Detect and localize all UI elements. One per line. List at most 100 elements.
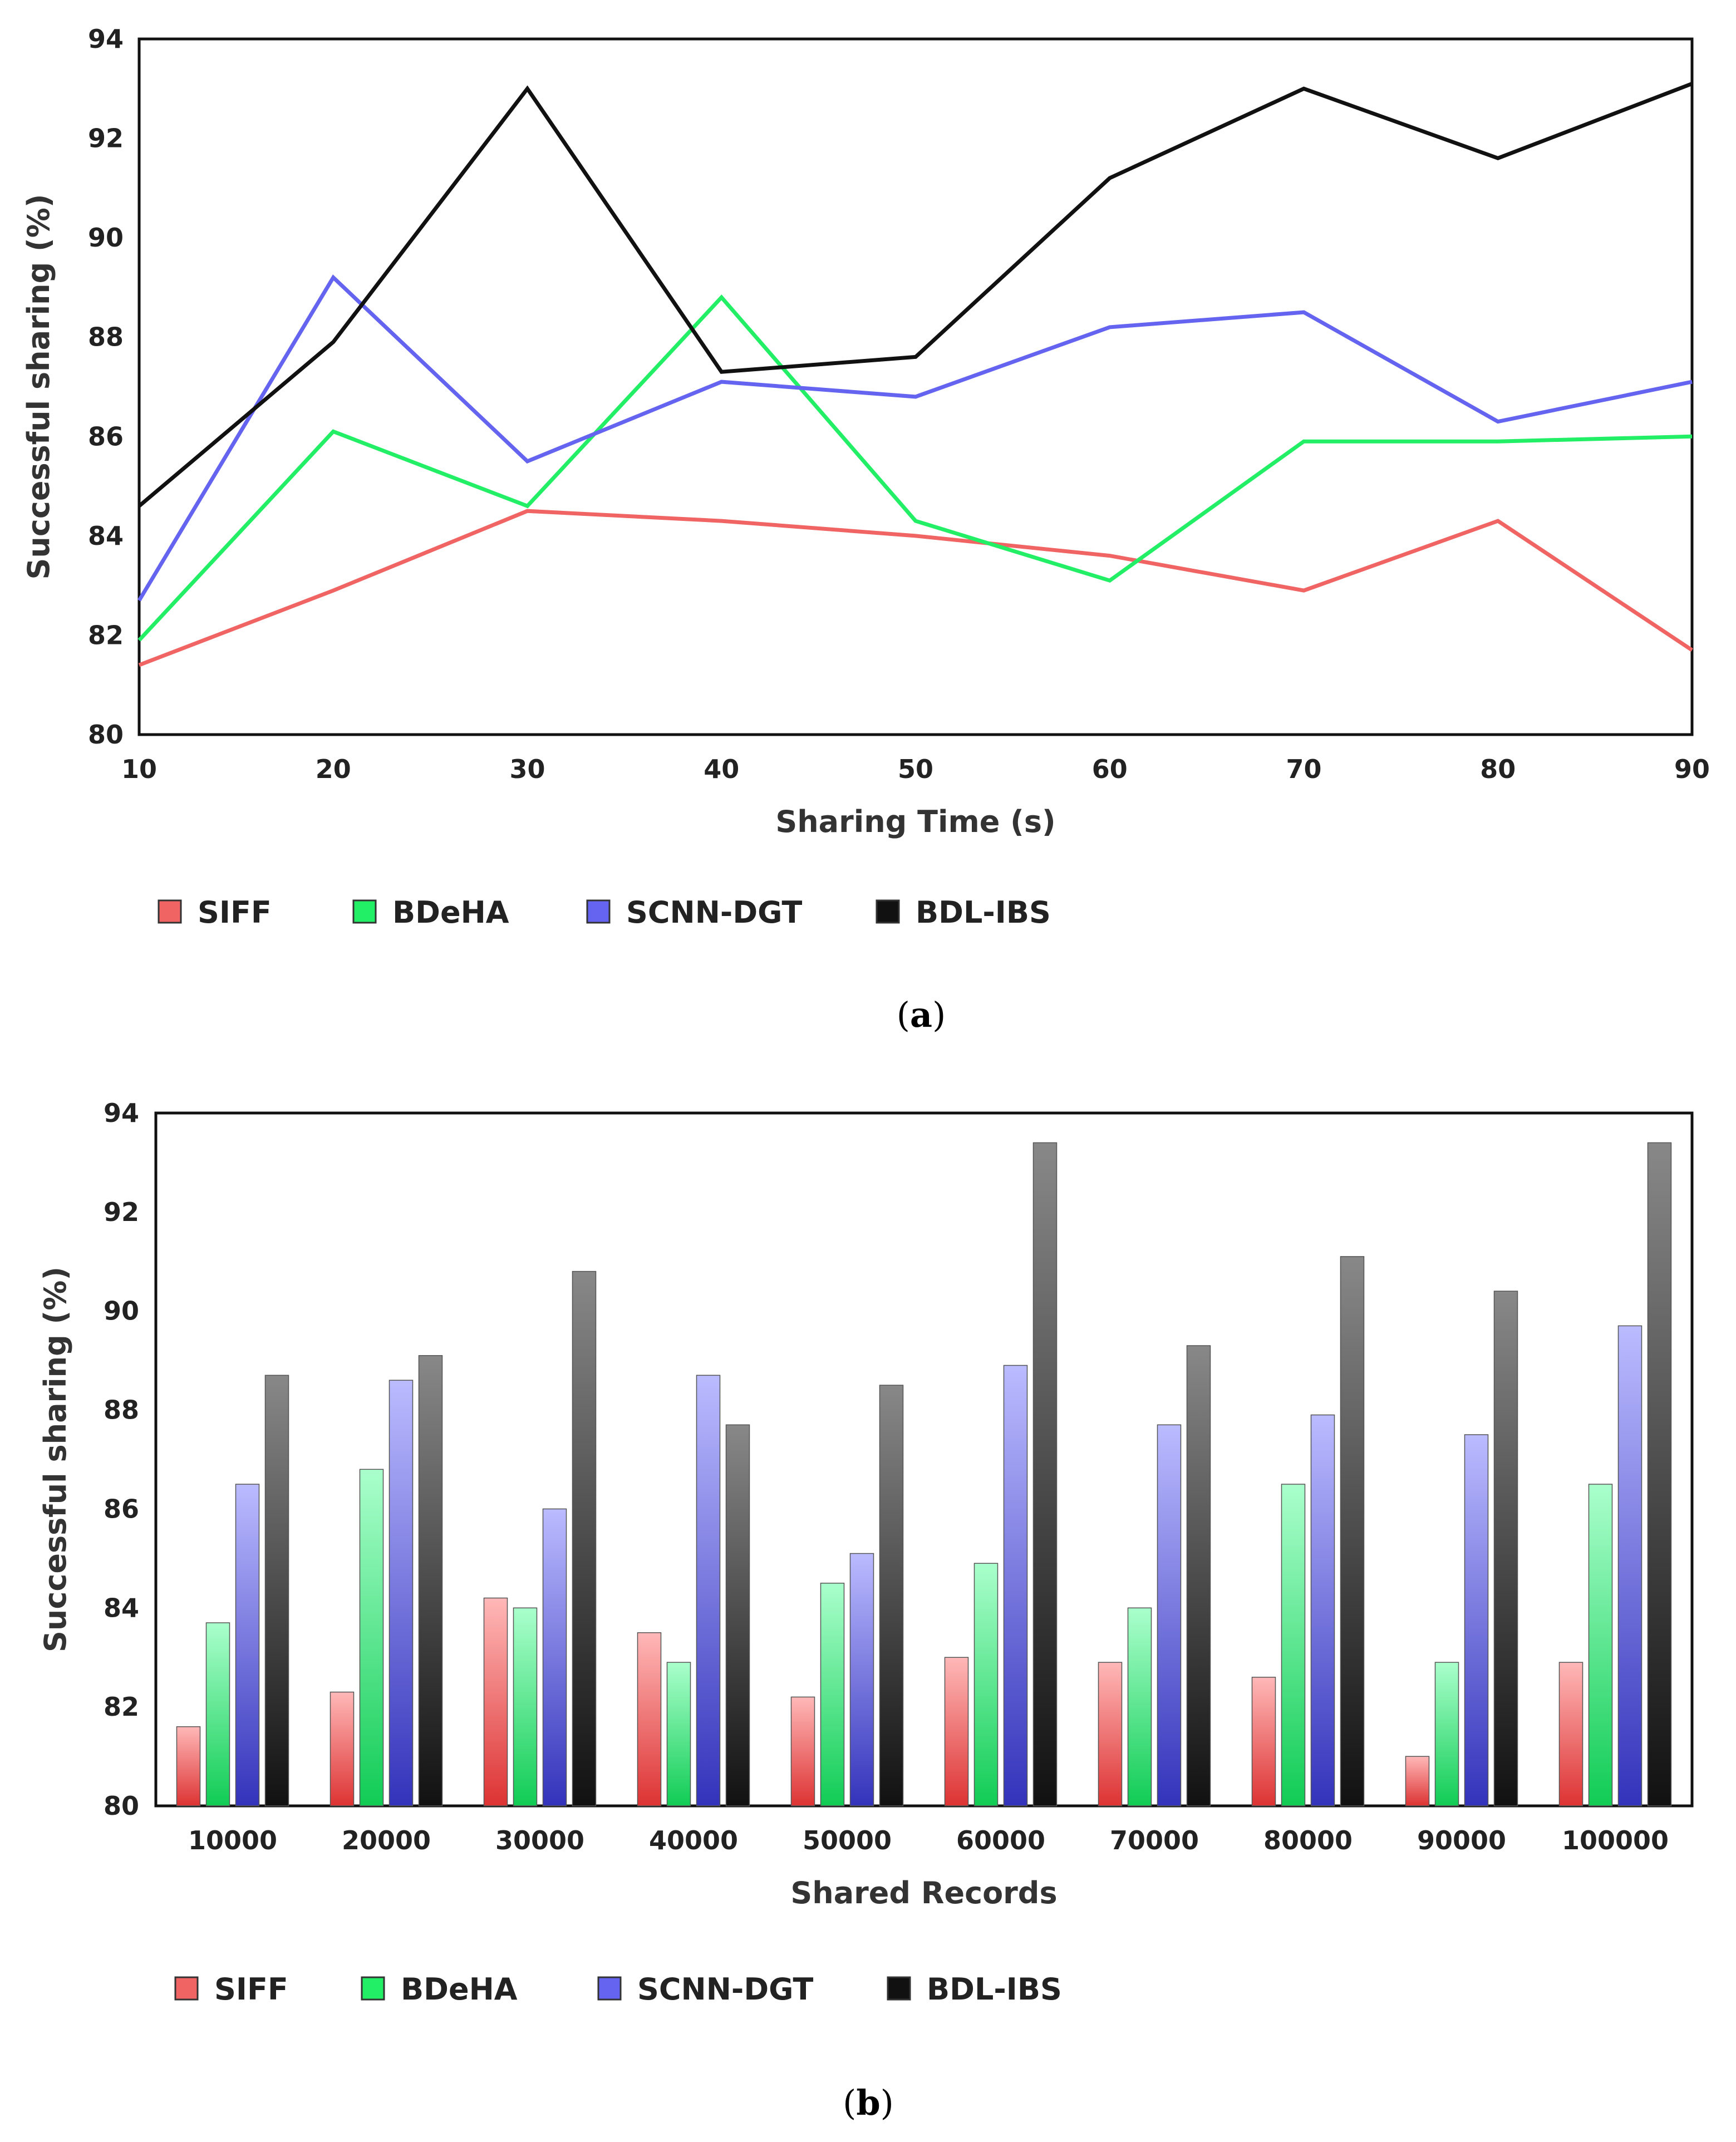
bar-bdl-ibs-100000 [1647, 1142, 1672, 1806]
bar-chart-x-tick-label: 50000 [803, 1825, 892, 1855]
bar-siff-30000 [483, 1597, 508, 1806]
line-chart-x-tick-label: 50 [898, 754, 933, 784]
bar-siff-60000 [944, 1657, 969, 1806]
line-series-siff [138, 509, 1693, 667]
bar-bdeha-70000 [1127, 1607, 1152, 1806]
bar-siff-100000 [1558, 1662, 1583, 1806]
bar-chart-x-tick-label: 30000 [495, 1825, 584, 1855]
bar-siff-10000 [176, 1726, 201, 1806]
bar-chart-bars-group [176, 1142, 1672, 1806]
legend-swatch [597, 1976, 622, 2001]
legend-label: BDL-IBS [916, 895, 1051, 930]
line-chart-x-tick-label: 90 [1674, 754, 1710, 784]
bar-chart-x-tick-label: 40000 [649, 1825, 738, 1855]
legend-item-bdl-ibs: BDL-IBS [887, 1972, 1062, 2007]
legend-swatch [586, 899, 611, 924]
bar-bdeha-100000 [1588, 1484, 1613, 1806]
bar-bdeha-50000 [820, 1583, 845, 1806]
bar-chart-y-tick-label: 84 [104, 1593, 139, 1623]
bar-bdl-ibs-50000 [879, 1385, 904, 1806]
legend-label: SIFF [214, 1972, 288, 2007]
bar-scnn-dgt-100000 [1617, 1325, 1642, 1806]
line-chart-x-tick-label: 20 [316, 754, 351, 784]
bar-bdeha-60000 [973, 1563, 999, 1806]
line-chart-legend: SIFF BDeHA SCNN-DGT BDL-IBS [158, 895, 1051, 930]
line-series-bdl-ibs [137, 82, 1693, 508]
line-chart-x-axis-title: Sharing Time (s) [775, 804, 1055, 839]
line-chart-y-tick-label: 90 [88, 223, 124, 253]
bar-chart-x-tick-label: 60000 [956, 1825, 1045, 1855]
bar-bdl-ibs-30000 [572, 1271, 597, 1806]
bar-bdl-ibs-40000 [725, 1424, 750, 1806]
line-chart-x-tick-label: 70 [1286, 754, 1321, 784]
legend-item-scnn-dgt: SCNN-DGT [597, 1972, 814, 2007]
bar-chart-y-tick-label: 80 [104, 1791, 139, 1821]
line-chart-caption-letter: a [910, 994, 932, 1035]
bar-scnn-dgt-40000 [696, 1375, 721, 1806]
bar-chart-y-tick-label: 90 [104, 1296, 139, 1326]
line-chart-x-tick-label: 80 [1480, 754, 1516, 784]
bar-chart-y-tick-label: 94 [104, 1098, 139, 1128]
bar-chart-caption: (b) [843, 2082, 894, 2123]
bar-chart-x-tick-label: 90000 [1417, 1825, 1506, 1855]
bar-siff-20000 [330, 1691, 355, 1806]
bar-bdeha-20000 [359, 1469, 384, 1806]
line-chart-x-tick-label: 40 [704, 754, 739, 784]
legend-item-siff: SIFF [174, 1972, 288, 2007]
bar-chart-x-tick-label: 20000 [342, 1825, 431, 1855]
bar-siff-40000 [637, 1632, 662, 1806]
bar-chart-x-axis-title: Shared Records [790, 1875, 1057, 1910]
legend-label: BDeHA [392, 895, 509, 930]
bar-bdeha-90000 [1434, 1662, 1459, 1806]
bar-chart-y-tick-label: 86 [104, 1494, 139, 1524]
bar-chart-x-tick-label: 70000 [1110, 1825, 1199, 1855]
bar-chart-plot-frame [154, 1111, 1694, 1808]
legend-swatch [887, 1976, 911, 2001]
bar-bdl-ibs-90000 [1493, 1291, 1518, 1806]
line-chart-x-tick-label: 30 [509, 754, 545, 784]
legend-item-bdeha: BDeHA [361, 1972, 518, 2007]
legend-label: SCNN-DGT [626, 895, 803, 930]
bar-chart-x-tick-label: 80000 [1263, 1825, 1353, 1855]
legend-swatch [174, 1976, 199, 2001]
line-chart-x-tick-label: 60 [1092, 754, 1128, 784]
legend-item-bdeha: BDeHA [352, 895, 509, 930]
line-chart-series-group [137, 82, 1693, 667]
bar-chart-y-tick-label: 82 [104, 1692, 139, 1722]
bar-scnn-dgt-80000 [1310, 1414, 1335, 1806]
bar-bdl-ibs-70000 [1186, 1345, 1211, 1806]
bar-siff-80000 [1251, 1677, 1276, 1806]
legend-label: BDeHA [401, 1972, 518, 2007]
bar-bdeha-10000 [205, 1622, 230, 1806]
bar-chart-x-ticks: 10000 20000 30000 40000 50000 60000 70000 80000… [188, 1825, 1669, 1855]
line-chart-x-tick-label: 10 [121, 754, 157, 784]
line-chart-y-tick-label: 80 [88, 720, 124, 750]
legend-swatch [158, 899, 182, 924]
bar-bdeha-40000 [666, 1662, 691, 1806]
legend-item-siff: SIFF [158, 895, 272, 930]
bar-scnn-dgt-20000 [388, 1380, 414, 1806]
line-chart-y-ticks: 80 82 84 86 88 90 92 94 [88, 24, 124, 750]
bar-chart-x-tick-label: 10000 [188, 1825, 277, 1855]
legend-swatch [352, 899, 377, 924]
bar-chart-y-axis-title: Successful sharing (%) [38, 1267, 73, 1652]
bar-siff-70000 [1098, 1662, 1123, 1806]
bar-bdl-ibs-20000 [418, 1355, 443, 1806]
bar-chart-y-tick-label: 92 [104, 1197, 139, 1227]
bar-scnn-dgt-50000 [849, 1553, 874, 1806]
bar-bdl-ibs-60000 [1032, 1142, 1058, 1806]
legend-swatch [361, 1976, 385, 2001]
legend-label: SCNN-DGT [637, 1972, 814, 2007]
legend-label: BDL-IBS [927, 1972, 1062, 2007]
line-chart-caption: (a) [897, 994, 946, 1035]
line-chart-y-tick-label: 94 [88, 24, 124, 54]
legend-swatch [876, 899, 900, 924]
line-series-scnn-dgt [137, 274, 1693, 602]
bar-chart-y-tick-label: 88 [104, 1395, 139, 1425]
bar-chart-caption-letter: b [856, 2082, 880, 2123]
bar-scnn-dgt-10000 [235, 1484, 260, 1806]
bar-scnn-dgt-90000 [1464, 1434, 1489, 1806]
bar-chart-panel: 80 82 84 86 88 90 92 94 10000 20000 30000 40000 500… [38, 1098, 1694, 2123]
bar-bdeha-80000 [1281, 1484, 1306, 1806]
